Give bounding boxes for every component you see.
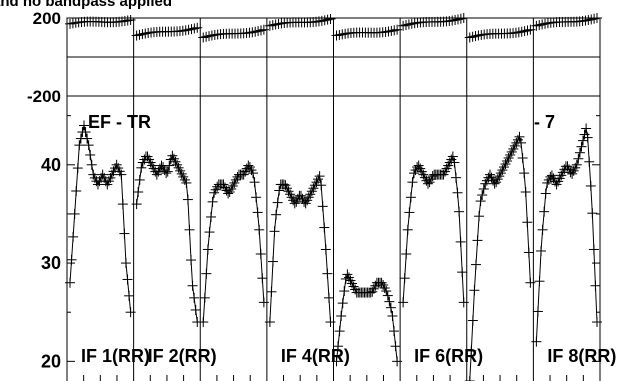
- baseline-label: EF - TR: [88, 112, 151, 132]
- subband-label: IF 6(RR): [414, 346, 483, 366]
- subband-label: IF 1(RR): [81, 346, 150, 366]
- subband-label: IF 8(RR): [547, 346, 616, 366]
- amp-ytick-label: 30: [41, 253, 61, 273]
- subband-label: IF 2(RR): [148, 346, 217, 366]
- tick-labels: 200 -200 40 30 20: [27, 9, 61, 371]
- phase-ytick-label: 200: [33, 9, 61, 28]
- amplitude-trace: [535, 128, 598, 342]
- amp-ytick-label: 40: [41, 155, 61, 175]
- amplitude-trace: [336, 273, 398, 362]
- amplitude-trace: [269, 174, 331, 323]
- amp-ytick-label: 20: [41, 351, 61, 371]
- amplitude-trace: [402, 155, 465, 303]
- subband-labels: IF 1(RR)IF 2(RR) IF 4(RR) IF 6(RR) IF 8(RR): [81, 346, 616, 366]
- plot-frames: [66, 17, 601, 381]
- amplitude-trace: [69, 125, 132, 313]
- chart-title: and no bandpass applied: [0, 0, 172, 10]
- annotation-label: - 7: [534, 112, 555, 132]
- amplitude-trace: [136, 154, 198, 323]
- amplitude-trace: [202, 164, 265, 323]
- subband-label: IF 4(RR): [281, 346, 350, 366]
- amplitude-trace: [469, 135, 531, 381]
- data-marks: [65, 13, 602, 381]
- phase-ytick-label: -200: [27, 87, 61, 106]
